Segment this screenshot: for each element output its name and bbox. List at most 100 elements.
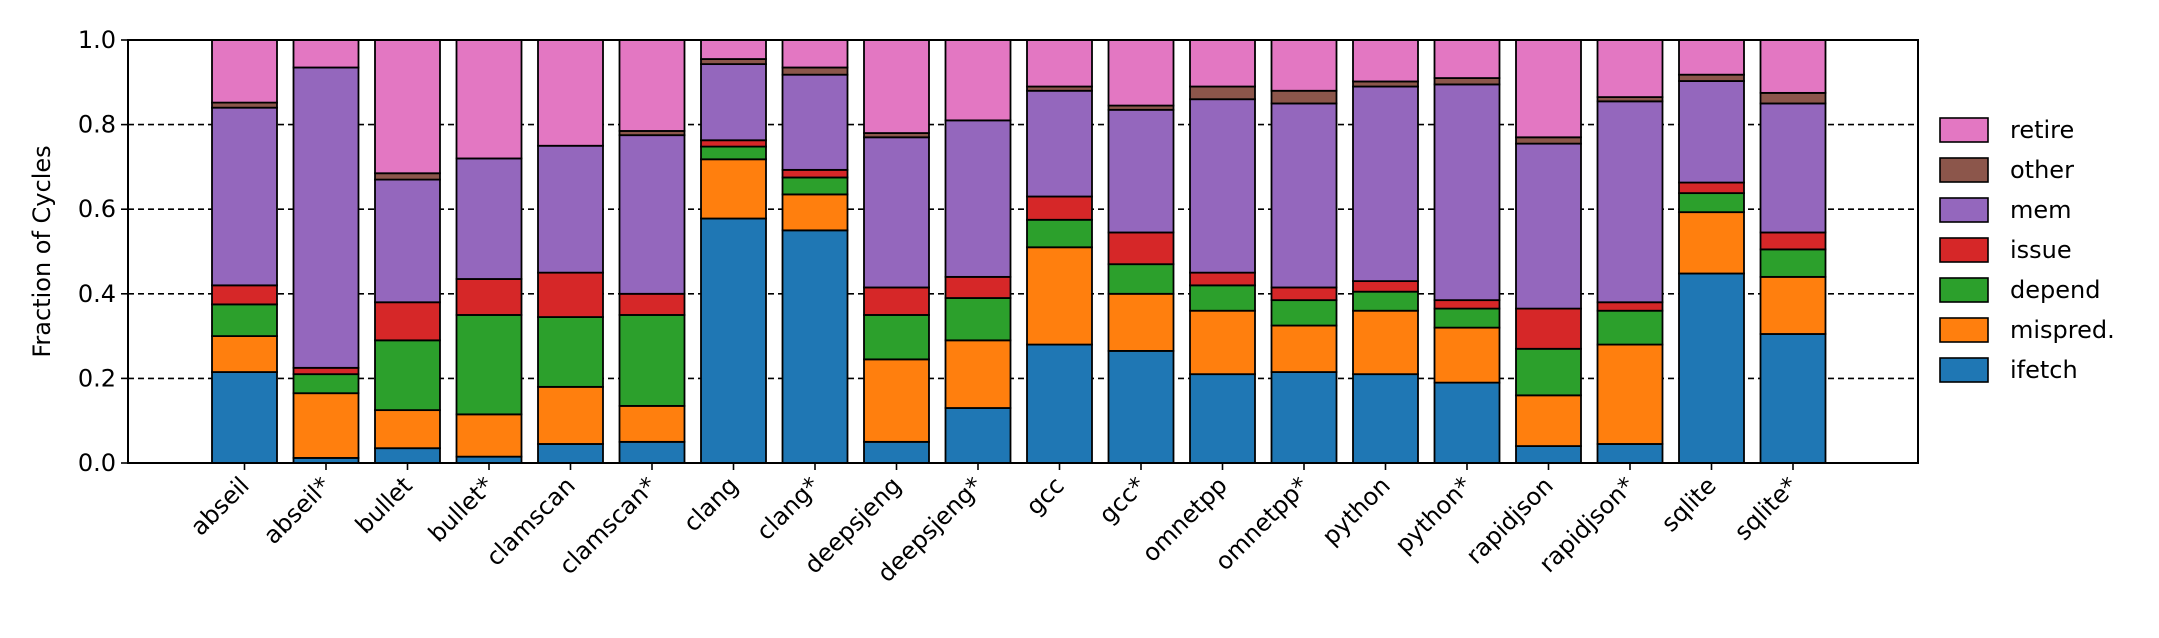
x-axis: abseil abseil* bullet bullet*clamscanclamsc… — [185, 463, 1803, 588]
legend-entry: depend — [1939, 276, 2100, 304]
bar-segment-issue — [1515, 307, 1582, 350]
bar-stack — [1352, 39, 1419, 464]
bar-segment-retire — [1759, 39, 1827, 94]
bar-segment-other — [1759, 91, 1827, 105]
legend-swatch — [1939, 277, 1989, 303]
bar-segment-depend — [1678, 192, 1745, 214]
legend-label: depend — [2010, 276, 2100, 304]
bar-segment-retire — [455, 39, 523, 160]
legend-entry: retire — [1939, 116, 2074, 144]
bar-segment-retire — [863, 39, 930, 134]
bar-segment-other — [1270, 89, 1338, 105]
bar-segment-ifetch — [1270, 371, 1338, 464]
bar-segment-ifetch — [1515, 445, 1582, 464]
x-tick-label: abseil — [185, 471, 255, 541]
bars — [211, 39, 1827, 464]
bar-stack — [292, 39, 360, 464]
bar-stack — [944, 39, 1012, 464]
bar-segment-ifetch — [1026, 343, 1093, 464]
bar-segment-mispred — [1270, 324, 1338, 373]
legend: retire other mem issue depend mispred. ifetch — [1939, 116, 2115, 384]
bar-segment-mem — [1352, 85, 1419, 283]
bar-stack — [1189, 39, 1256, 464]
plot-frame — [127, 39, 1919, 464]
legend-swatch — [1939, 117, 1989, 143]
bar-segment-issue — [1107, 231, 1175, 266]
bar-segment-retire — [292, 39, 360, 69]
bar-stack — [1596, 39, 1664, 464]
bar-segment-ifetch — [863, 440, 930, 464]
legend-swatch — [1939, 157, 1989, 183]
bar-segment-mispred — [863, 358, 930, 443]
bar-segment-depend — [1759, 248, 1827, 278]
bar-segment-mem — [700, 63, 767, 142]
legend-entry: other — [1939, 156, 2074, 184]
bar-segment-mem — [455, 157, 523, 280]
bar-segment-retire — [211, 39, 278, 104]
x-tick-label: clang* — [751, 471, 825, 545]
y-tick-label: 0.6 — [78, 195, 116, 223]
bar-segment-ifetch — [1596, 443, 1664, 464]
bar-segment-ifetch — [700, 217, 767, 464]
bar-segment-retire — [1678, 39, 1745, 76]
bar-segment-depend — [1270, 299, 1338, 327]
bar-segment-issue — [1678, 181, 1745, 195]
y-tick-label: 0.0 — [78, 449, 116, 477]
bar-segment-issue — [211, 284, 278, 306]
bar-segment-other — [1189, 85, 1256, 101]
bar-stack — [537, 39, 604, 464]
bar-segment-mem — [1107, 108, 1175, 234]
bar-segment-ifetch — [537, 443, 604, 464]
bar-segment-depend — [1189, 284, 1256, 312]
bar-segment-retire — [944, 39, 1012, 122]
bar-segment-depend — [1596, 309, 1664, 346]
legend-entry: issue — [1939, 236, 2072, 264]
y-axis-title: Fraction of Cycles — [28, 145, 56, 357]
bar-segment-issue — [781, 168, 849, 179]
bar-segment-issue — [944, 275, 1012, 299]
legend-entry: mispred. — [1939, 316, 2115, 344]
bar-segment-ifetch — [211, 371, 278, 464]
y-tick-label: 0.4 — [78, 280, 116, 308]
bar-segment-issue — [863, 286, 930, 316]
legend-swatch — [1939, 237, 1989, 263]
bar-segment-retire — [1352, 39, 1419, 83]
y-tick-label: 1.0 — [78, 26, 116, 54]
bar-segment-issue — [1026, 195, 1093, 221]
bar-segment-issue — [537, 271, 604, 318]
bar-segment-depend — [863, 314, 930, 361]
x-tick-label: abseil* — [258, 471, 336, 549]
legend-label: mem — [2010, 196, 2072, 224]
bar-segment-other — [781, 66, 849, 76]
bar-segment-mispred — [537, 385, 604, 445]
bar-segment-retire — [618, 39, 686, 132]
bar-segment-mem — [1433, 83, 1501, 302]
bar-segment-ifetch — [1107, 350, 1175, 464]
bar-segment-ifetch — [1352, 373, 1419, 464]
bar-segment-mispred — [1107, 292, 1175, 352]
legend-swatch — [1939, 317, 1989, 343]
bar-segment-depend — [1352, 290, 1419, 312]
bar-segment-issue — [1352, 280, 1419, 293]
bar-segment-mem — [1270, 102, 1338, 289]
bar-segment-depend — [781, 176, 849, 196]
bar-segment-ifetch — [1759, 333, 1827, 464]
x-tick-label: bullet* — [423, 471, 499, 547]
bar-segment-mispred — [292, 392, 360, 459]
bar-segment-mem — [292, 66, 360, 369]
bar-segment-depend — [700, 145, 767, 161]
legend-label: issue — [2010, 236, 2072, 264]
x-tick-label: sqlite* — [1729, 471, 1803, 545]
bar-stack — [700, 39, 767, 464]
bar-segment-mem — [537, 144, 604, 274]
bar-segment-mem — [1759, 102, 1827, 234]
legend-entry: ifetch — [1939, 356, 2078, 384]
bar-segment-mem — [1596, 100, 1664, 304]
bar-stack — [1433, 39, 1501, 464]
bar-segment-ifetch — [618, 440, 686, 464]
bar-segment-mispred — [1189, 309, 1256, 376]
legend-label: mispred. — [2010, 316, 2115, 344]
bar-segment-mem — [1515, 142, 1582, 310]
bar-segment-mem — [618, 134, 686, 295]
